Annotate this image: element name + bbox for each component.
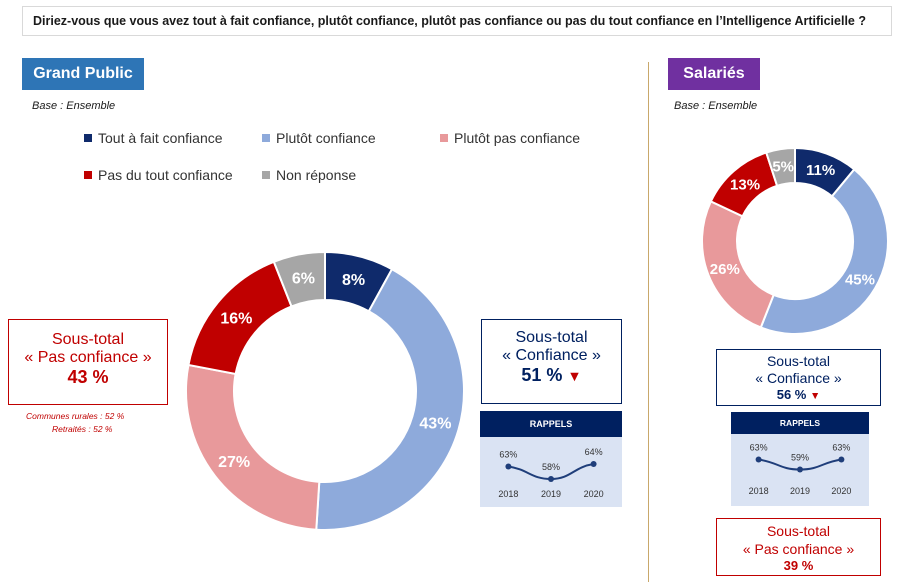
legend-swatch: [84, 171, 92, 179]
note-communes-rurales: Communes rurales : 52 %: [26, 411, 125, 421]
grand-public-donut-chart: 8% 43% 27% 16% 6%: [185, 250, 465, 531]
rappels-value: 63%: [832, 443, 850, 453]
box-label: « Pas confiance »: [24, 349, 152, 366]
slice-label: 11%: [806, 162, 835, 179]
rappels-line-chart: 63% 2018 58% 2019 64% 2020: [498, 447, 604, 499]
box-value: 56 %: [776, 387, 807, 402]
rappels-point: [590, 461, 597, 467]
rappels-point: [755, 456, 762, 463]
section-divider: [648, 62, 649, 582]
box-value: 39 %: [783, 558, 814, 573]
box-label: « Confiance »: [755, 370, 842, 386]
trend-down-icon: ▼: [567, 369, 582, 385]
box-label: Sous-total: [51, 331, 125, 348]
donut-slice: [272, 250, 326, 308]
salaries-donut-chart: 11% 45% 26% 13% 5%: [701, 146, 889, 335]
legend-label: Pas du tout confiance: [98, 167, 233, 183]
grand-public-badge: Grand Public: [22, 58, 144, 90]
legend-label: Plutôt pas confiance: [454, 130, 581, 146]
slice-label: 8%: [342, 272, 365, 289]
rappels-point: [797, 466, 803, 473]
grand-public-base: Base : Ensemble: [32, 100, 116, 112]
slice-label: 6%: [292, 271, 315, 288]
slice-label: 13%: [730, 177, 760, 194]
rappels-year: 2018: [498, 489, 518, 499]
grand-public-pas-confiance-box: Sous-total « Pas confiance » 43 %: [8, 319, 168, 405]
donut-slice: [185, 363, 321, 531]
donut-slice: [759, 167, 889, 335]
slice-label: 16%: [220, 310, 252, 327]
legend-label: Plutôt confiance: [276, 130, 376, 146]
rappels-value: 64%: [585, 447, 603, 457]
box-label: « Confiance »: [502, 347, 601, 364]
rappels-line-chart: 63% 2018 59% 2019 63% 2020: [749, 443, 852, 497]
legend-label: Non réponse: [276, 167, 357, 183]
slice-label: 43%: [419, 416, 451, 433]
salaries-base: Base : Ensemble: [674, 100, 758, 112]
rappels-title: RAPPELS: [480, 411, 622, 437]
legend-item: Plutôt pas confiance: [440, 130, 580, 146]
box-label: Sous-total: [766, 353, 831, 369]
rappels-value: 63%: [499, 450, 517, 460]
legend-item: Tout à fait confiance: [84, 130, 223, 146]
rappels-year: 2019: [541, 489, 561, 499]
legend-swatch: [440, 134, 448, 142]
rappels-value: 58%: [542, 462, 560, 472]
legend-label: Tout à fait confiance: [98, 130, 223, 146]
box-value: 43 %: [67, 367, 109, 387]
salaries-pas-confiance-box: Sous-total « Pas confiance » 39 %: [716, 518, 881, 576]
slice-label: 26%: [710, 261, 740, 278]
slice-label: 27%: [218, 454, 250, 471]
salaries-rappels: RAPPELS 63% 2018 59% 2019 63% 2020: [731, 412, 869, 506]
rappels-title: RAPPELS: [731, 412, 869, 434]
rappels-year: 2020: [584, 489, 604, 499]
rappels-value: 59%: [791, 453, 809, 463]
rappels-value: 63%: [750, 443, 768, 453]
donut-slice: [315, 267, 465, 531]
trend-down-icon: ▼: [809, 391, 821, 402]
rappels-point: [838, 456, 845, 463]
rappels-year: 2020: [831, 486, 851, 496]
grand-public-confiance-box: Sous-total « Confiance » 51 % ▼: [481, 319, 622, 404]
legend-item: Pas du tout confiance: [84, 167, 233, 183]
slice-label: 5%: [772, 159, 794, 176]
box-value: 51 %: [521, 365, 563, 385]
rappels-point: [505, 463, 512, 470]
question-text: Diriez-vous que vous avez tout à fait co…: [22, 6, 892, 36]
box-label: Sous-total: [766, 523, 831, 539]
donut-slice: [765, 146, 796, 188]
grand-public-rappels: RAPPELS 63% 2018 58% 2019 64% 2020: [480, 411, 622, 507]
rappels-year: 2019: [790, 486, 810, 496]
rappels-year: 2018: [749, 486, 769, 496]
salaries-confiance-box: Sous-total « Confiance » 56 % ▼: [716, 349, 881, 406]
legend-item: Plutôt confiance: [262, 130, 376, 146]
legend-swatch: [262, 134, 270, 142]
legend-item: Non réponse: [262, 167, 356, 183]
rappels-point: [548, 476, 554, 482]
box-label: Sous-total: [515, 329, 588, 346]
salaries-badge: Salariés: [668, 58, 760, 90]
legend-swatch: [84, 134, 92, 142]
note-retraites: Retraités : 52 %: [52, 424, 113, 434]
slice-label: 45%: [845, 272, 875, 289]
box-label: « Pas confiance »: [742, 541, 855, 557]
legend-swatch: [262, 171, 270, 179]
